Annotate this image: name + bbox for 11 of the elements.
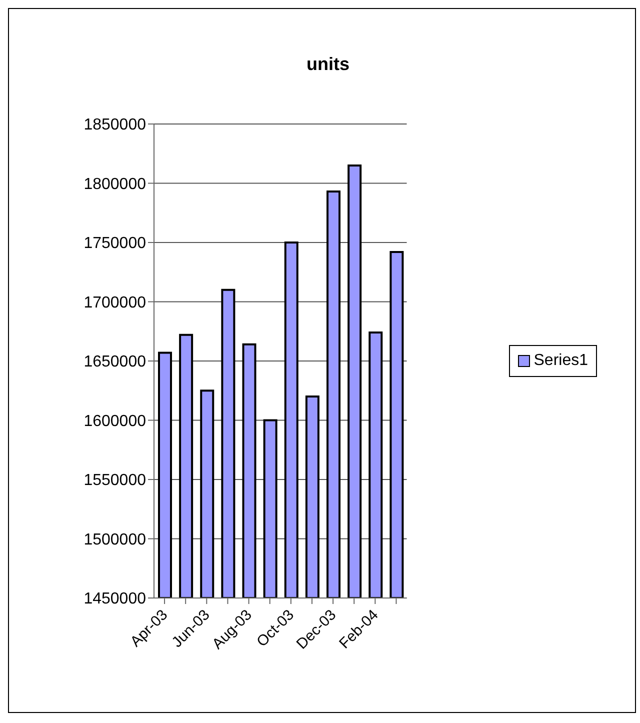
y-tick-label: 1650000 [84,354,146,371]
y-tick-label: 1500000 [84,531,146,548]
y-tick-label: 1750000 [84,235,146,252]
y-tick-label: 1850000 [84,116,146,134]
chart-title: units [306,54,350,75]
y-tick-label: 1600000 [84,412,146,430]
y-tick-label: 1800000 [84,176,146,193]
y-tick-label: 1700000 [84,294,146,312]
y-tick-label: 1450000 [84,590,146,608]
legend-label: Series1 [534,352,588,370]
y-tick-label: 1550000 [84,472,146,490]
